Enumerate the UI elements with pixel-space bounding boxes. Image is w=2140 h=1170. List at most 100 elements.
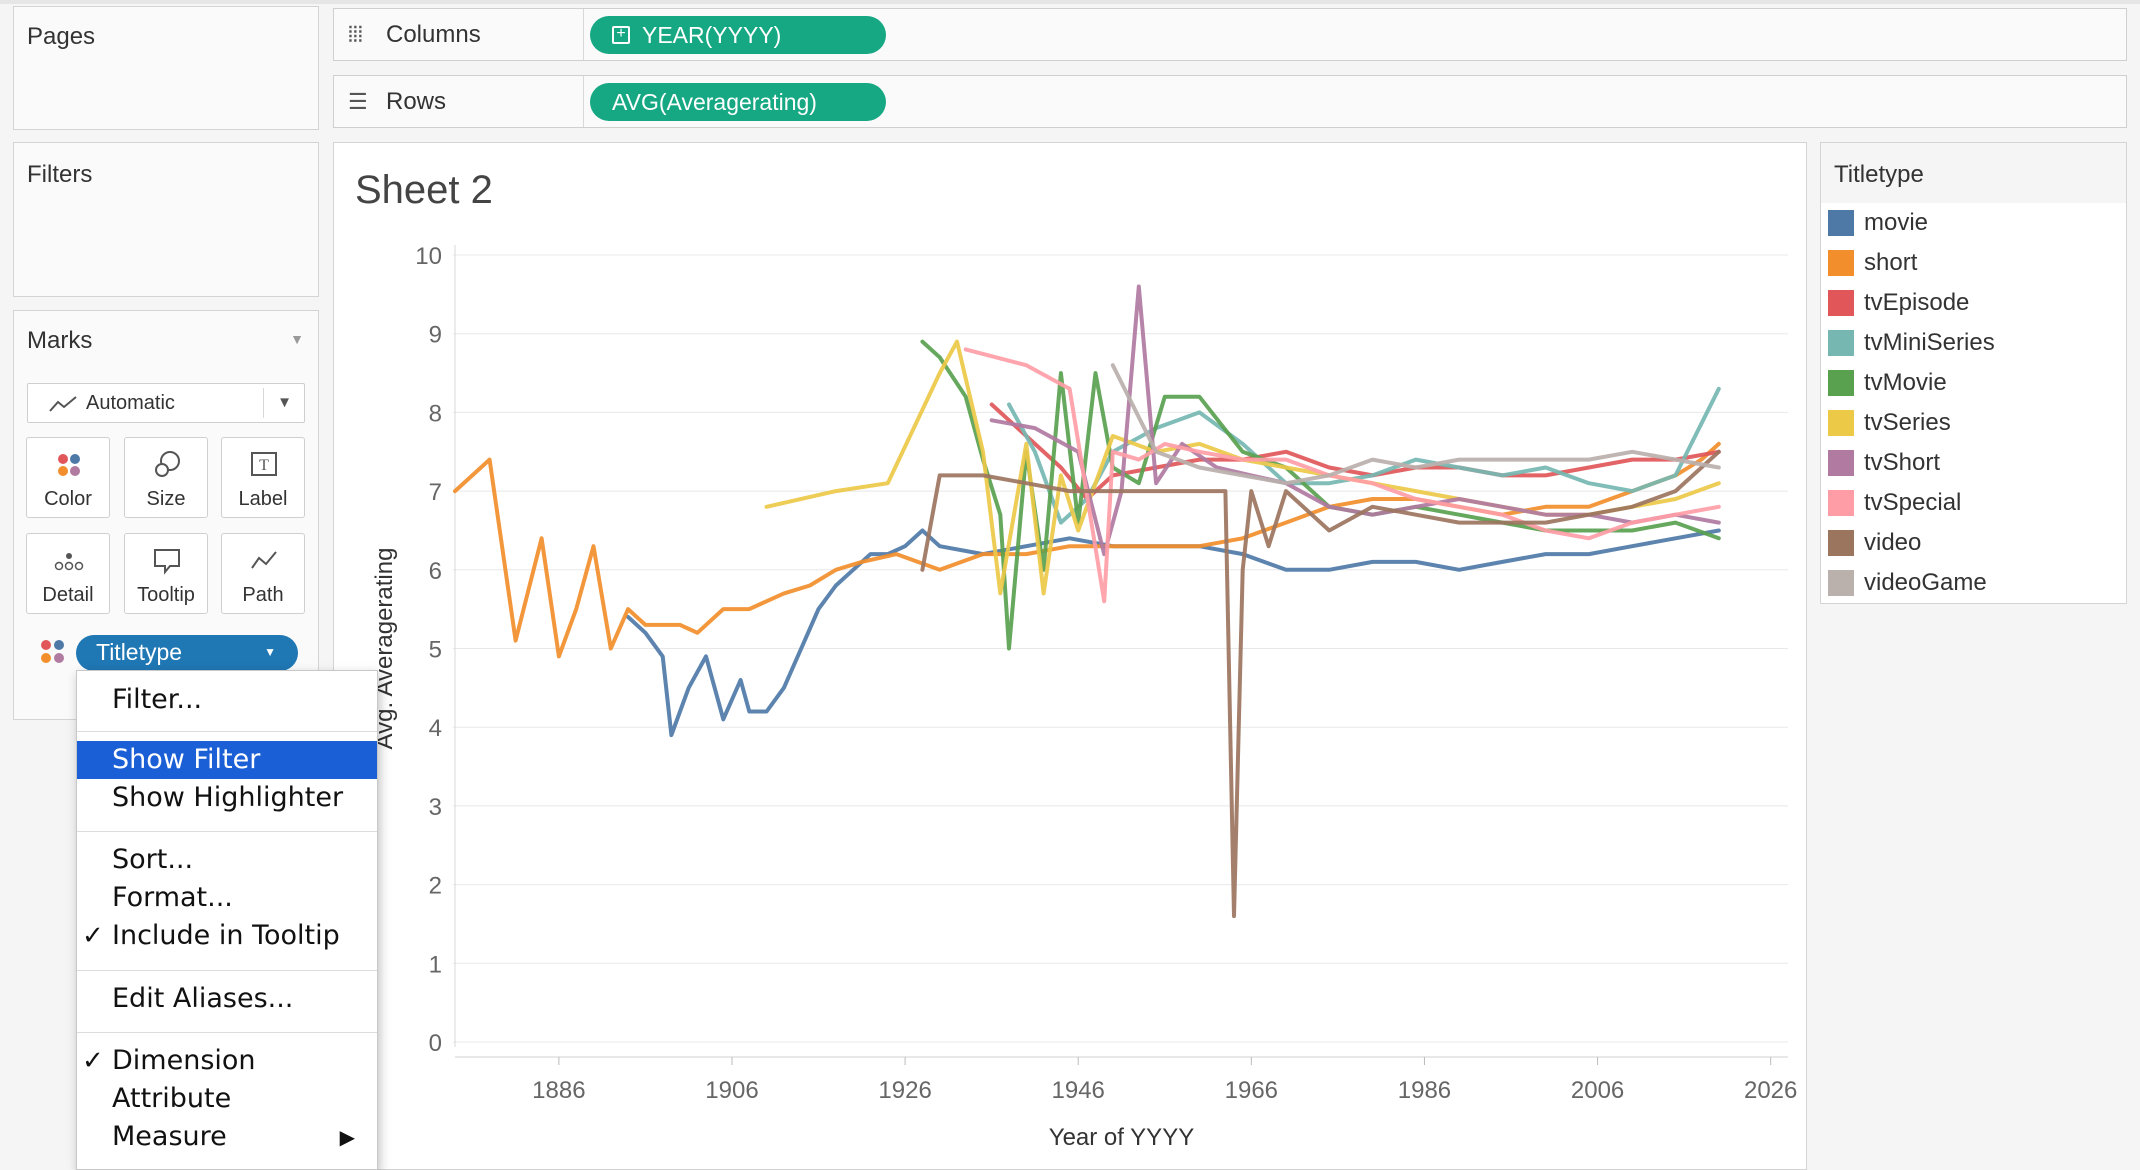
legend-item-tvshort[interactable]: tvShort — [1828, 448, 1940, 478]
submenu-arrow-icon: ▶ — [339, 1125, 355, 1149]
check-icon: ✓ — [82, 921, 104, 951]
rows-pill-label: AVG(Averagerating) — [612, 88, 817, 115]
color-encoding-icon — [41, 640, 64, 663]
legend-swatch — [1828, 410, 1854, 436]
filters-panel[interactable]: Filters — [13, 142, 319, 297]
top-strip — [0, 0, 2140, 4]
path-card[interactable]: Path — [221, 533, 305, 614]
menu-separator — [77, 1032, 377, 1033]
size-card[interactable]: Size — [124, 437, 208, 518]
menu-item-show-highlighter[interactable]: Show Highlighter — [112, 782, 344, 813]
label-icon: T — [251, 452, 277, 476]
legend-swatch — [1828, 370, 1854, 396]
titletype-pill-label: Titletype — [96, 639, 183, 665]
tooltip-icon — [154, 549, 180, 575]
legend-label: tvEpisode — [1864, 289, 1970, 316]
color-card-label: Color — [44, 488, 92, 510]
rows-shelf-label: ☰ Rows — [334, 76, 584, 127]
pages-panel[interactable]: Pages — [13, 6, 319, 130]
legend-label: videoGame — [1864, 569, 1987, 596]
line-mark-icon — [49, 396, 77, 412]
legend-item-tvseries[interactable]: tvSeries — [1828, 408, 1951, 438]
legend-label: short — [1864, 249, 1918, 276]
menu-separator — [77, 970, 377, 971]
legend-item-short[interactable]: short — [1828, 248, 1917, 278]
menu-item-sort[interactable]: Sort... — [112, 844, 194, 875]
label-card[interactable]: T Label — [221, 437, 305, 518]
expand-icon[interactable]: + — [612, 26, 630, 44]
legend-swatch — [1828, 330, 1854, 356]
menu-item-dimension[interactable]: ✓ Dimension — [77, 1042, 377, 1080]
columns-label: Columns — [386, 20, 481, 48]
legend-label: tvSpecial — [1864, 489, 1962, 516]
marks-title: Marks — [27, 327, 93, 354]
mark-type-dropdown[interactable]: Automatic ▼ — [27, 383, 305, 423]
legend-swatch — [1828, 250, 1854, 276]
menu-item-include-in-tooltip[interactable]: ✓ Include in Tooltip — [77, 917, 377, 955]
chevron-down-icon: ▼ — [277, 394, 292, 411]
menu-separator — [77, 731, 377, 732]
context-menu: Filter... Show Filter Show Highlighter S… — [76, 670, 378, 1170]
rows-shelf[interactable]: ☰ Rows AVG(Averagerating) — [333, 75, 2127, 128]
legend-label: tvSeries — [1864, 409, 1951, 436]
legend-label: video — [1864, 529, 1922, 556]
legend-label: movie — [1864, 209, 1929, 236]
columns-shelf-label: ⦙⦙⦙ Columns — [334, 9, 584, 60]
columns-shelf[interactable]: ⦙⦙⦙ Columns + YEAR(YYYY) — [333, 8, 2127, 61]
legend-header — [1821, 143, 2126, 203]
legend-label: tvShort — [1864, 449, 1941, 476]
detail-card[interactable]: Detail — [26, 533, 110, 614]
legend-swatch — [1828, 210, 1854, 236]
menu-item-filter[interactable]: Filter... — [112, 684, 203, 715]
tooltip-card[interactable]: Tooltip — [124, 533, 208, 614]
legend-item-tvspecial[interactable]: tvSpecial — [1828, 488, 1961, 518]
dropdown-divider — [263, 388, 264, 418]
color-card[interactable]: Color — [26, 437, 110, 518]
legend-swatch — [1828, 490, 1854, 516]
menu-item-edit-aliases[interactable]: Edit Aliases... — [112, 983, 294, 1014]
filters-title: Filters — [27, 161, 93, 188]
menu-item-measure[interactable]: Measure ▶ — [77, 1118, 377, 1156]
columns-pill-label: YEAR(YYYY) — [642, 21, 782, 48]
sheet-title: Sheet 2 — [355, 168, 493, 212]
menu-item-format[interactable]: Format... — [112, 882, 233, 913]
mark-type-label: Automatic — [86, 392, 175, 414]
menu-item-show-filter[interactable]: Show Filter — [77, 741, 377, 779]
legend-item-tvepisode[interactable]: tvEpisode — [1828, 288, 1969, 318]
legend-swatch — [1828, 450, 1854, 476]
detail-card-label: Detail — [42, 584, 94, 606]
columns-icon: ⦙⦙⦙ — [348, 21, 363, 47]
tooltip-card-label: Tooltip — [137, 584, 195, 606]
pages-title: Pages — [27, 23, 96, 50]
legend-item-videogame[interactable]: videoGame — [1828, 568, 1987, 598]
sheet-canvas — [333, 142, 1807, 1170]
check-icon: ✓ — [82, 1046, 104, 1076]
marks-collapse-icon[interactable]: ▼ — [290, 331, 304, 347]
chevron-down-icon[interactable]: ▼ — [264, 645, 276, 659]
legend-swatch — [1828, 570, 1854, 596]
legend-title: Titletype — [1834, 161, 1924, 188]
menu-separator — [77, 831, 377, 832]
size-card-label: Size — [146, 488, 186, 510]
legend-item-tvminiseries[interactable]: tvMiniSeries — [1828, 328, 1995, 358]
rows-pill[interactable]: AVG(Averagerating) — [590, 83, 886, 121]
legend-swatch — [1828, 530, 1854, 556]
titletype-field-pill[interactable]: Titletype ▼ — [76, 635, 298, 671]
menu-item-attribute[interactable]: Attribute — [112, 1083, 232, 1114]
legend-item-tvmovie[interactable]: tvMovie — [1828, 368, 1947, 398]
legend-label: tvMovie — [1864, 369, 1947, 396]
legend-panel: Titletype — [1820, 142, 2127, 604]
path-card-label: Path — [242, 584, 284, 606]
path-icon — [251, 551, 277, 569]
rows-label: Rows — [386, 87, 447, 115]
legend-label: tvMiniSeries — [1864, 329, 1995, 356]
color-icon — [58, 454, 80, 476]
svg-text:T: T — [259, 457, 269, 474]
label-card-label: Label — [238, 488, 288, 510]
rows-icon: ☰ — [348, 88, 368, 114]
detail-icon — [54, 553, 84, 571]
columns-pill[interactable]: + YEAR(YYYY) — [590, 16, 886, 54]
legend-item-video[interactable]: video — [1828, 528, 1921, 558]
size-icon — [155, 451, 180, 477]
legend-item-movie[interactable]: movie — [1828, 208, 1928, 238]
